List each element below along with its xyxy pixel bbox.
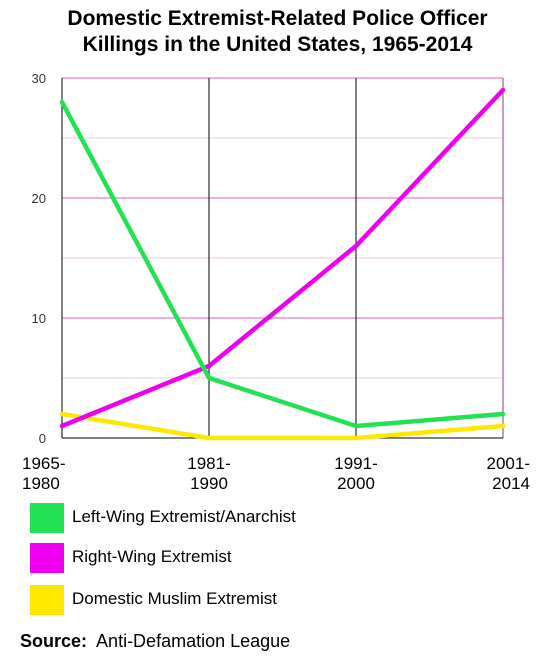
- source-note: Source: Anti-Defamation League: [20, 631, 290, 652]
- series-line-1: [59, 87, 506, 429]
- legend-label-right-wing: Right-Wing Extremist: [72, 547, 232, 566]
- x-tick-label: 2001-2014: [487, 454, 530, 493]
- y-tick-label: 20: [32, 191, 46, 206]
- chart-title-line-1: Domestic Extremist-Related Police Office…: [67, 7, 488, 30]
- series-line-2: [59, 411, 506, 441]
- legend-swatch-right-wing: [30, 543, 64, 573]
- legend-swatch-muslim: [30, 585, 64, 615]
- y-tick-label: 0: [39, 431, 46, 446]
- series-line-0: [59, 99, 506, 429]
- legend-item-left-wing: Left-Wing Extremist/Anarchist: [30, 498, 450, 534]
- chart-title: Domestic Extremist-Related Police Office…: [0, 6, 555, 58]
- y-tick-label: 30: [32, 71, 46, 86]
- chart-title-line-2: Killings in the United States, 1965-2014: [82, 33, 473, 56]
- x-tick-label: 1991-2000: [334, 454, 377, 493]
- legend-item-right-wing: Right-Wing Extremist: [30, 538, 450, 574]
- x-tick-label: 1981-1990: [187, 454, 230, 493]
- legend-label-muslim: Domestic Muslim Extremist: [72, 589, 277, 608]
- source-text: Anti-Defamation League: [96, 631, 291, 651]
- legend-swatch-left-wing: [30, 503, 64, 533]
- x-tick-label: 1965-1980: [22, 454, 65, 493]
- legend-item-muslim: Domestic Muslim Extremist: [30, 580, 450, 616]
- y-tick-label: 10: [32, 311, 46, 326]
- source-label: Source:: [20, 631, 88, 651]
- legend-label-left-wing: Left-Wing Extremist/Anarchist: [72, 507, 296, 526]
